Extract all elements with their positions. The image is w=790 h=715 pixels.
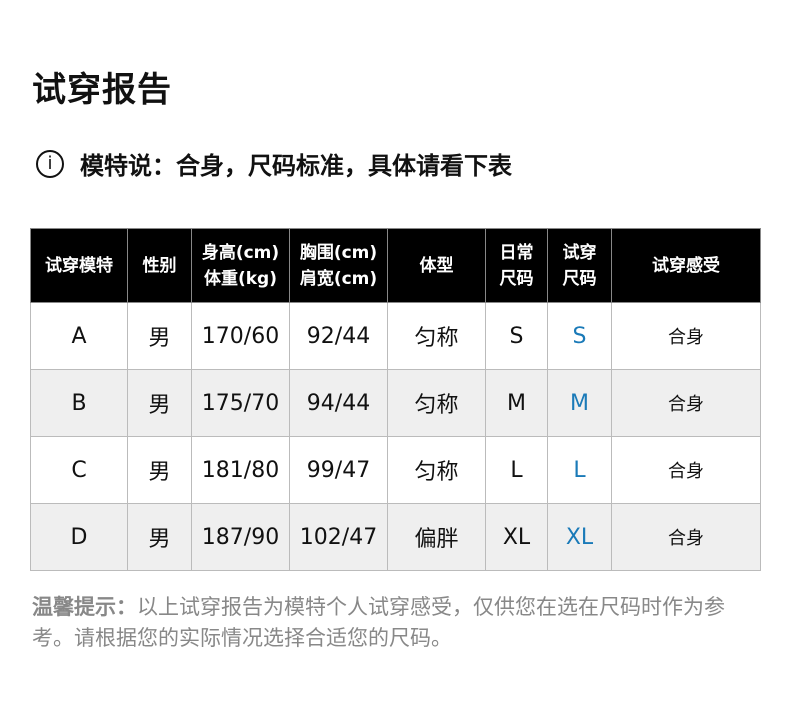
column-header: 体型 xyxy=(387,228,486,303)
table-row: C 男 181/80 99/47 匀称 L L 合身 xyxy=(30,436,761,504)
table-cell: C xyxy=(30,436,128,504)
page-title: 试穿报告 xyxy=(32,70,172,110)
table-cell: 匀称 xyxy=(387,369,486,437)
table-cell: 合身 xyxy=(611,503,761,571)
model-comment-text: 模特说：合身，尺码标准，具体请看下表 xyxy=(80,152,512,180)
table-cell: XL xyxy=(485,503,548,571)
column-header: 日常 尺码 xyxy=(485,228,548,303)
table-cell: 102/47 xyxy=(289,503,388,571)
model-comment: i 模特说：合身，尺码标准，具体请看下表 xyxy=(36,146,512,181)
table-cell: 匀称 xyxy=(387,436,486,504)
table-cell: 匀称 xyxy=(387,302,486,370)
table-cell: M xyxy=(485,369,548,437)
tip-note: 温馨提示：以上试穿报告为模特个人试穿感受，仅供您在选在尺码时作为参考。请根据您的… xyxy=(32,592,762,654)
table-cell: XL xyxy=(547,503,612,571)
table-cell: 男 xyxy=(127,503,192,571)
table-cell: 合身 xyxy=(611,302,761,370)
info-icon: i xyxy=(36,149,64,178)
table-cell: 男 xyxy=(127,302,192,370)
table-cell: 男 xyxy=(127,436,192,504)
table-cell: 偏胖 xyxy=(387,503,486,571)
fit-report-table: 试穿模特 性别 身高(cm) 体重(kg) 胸围(cm) 肩宽(cm) 体型 日常 尺码 试穿 尺码… xyxy=(30,228,761,571)
tip-text: 以上试穿报告为模特个人试穿感受，仅供您在选在尺码时作为参考。请根据您的实际情况选… xyxy=(32,595,725,650)
table-cell: 175/70 xyxy=(191,369,290,437)
column-header: 试穿 尺码 xyxy=(547,228,612,303)
table-cell: S xyxy=(485,302,548,370)
table-cell: 181/80 xyxy=(191,436,290,504)
table-cell: S xyxy=(547,302,612,370)
column-header: 试穿感受 xyxy=(611,228,761,303)
table-row: D 男 187/90 102/47 偏胖 XL XL 合身 xyxy=(30,503,761,571)
table-cell: B xyxy=(30,369,128,437)
table-cell: 合身 xyxy=(611,369,761,437)
table-cell: L xyxy=(547,436,612,504)
table-cell: 男 xyxy=(127,369,192,437)
table-row: B 男 175/70 94/44 匀称 M M 合身 xyxy=(30,369,761,437)
table-row: A 男 170/60 92/44 匀称 S S 合身 xyxy=(30,302,761,370)
table-cell: D xyxy=(30,503,128,571)
column-header: 性别 xyxy=(127,228,192,303)
column-header: 胸围(cm) 肩宽(cm) xyxy=(289,228,388,303)
table-cell: 99/47 xyxy=(289,436,388,504)
column-header: 试穿模特 xyxy=(30,228,128,303)
column-header: 身高(cm) 体重(kg) xyxy=(191,228,290,303)
table-cell: 187/90 xyxy=(191,503,290,571)
table-cell: 170/60 xyxy=(191,302,290,370)
table-cell: L xyxy=(485,436,548,504)
table-cell: 92/44 xyxy=(289,302,388,370)
table-cell: 94/44 xyxy=(289,369,388,437)
table-cell: M xyxy=(547,369,612,437)
table-cell: A xyxy=(30,302,128,370)
tip-label: 温馨提示： xyxy=(32,595,137,619)
table-cell: 合身 xyxy=(611,436,761,504)
